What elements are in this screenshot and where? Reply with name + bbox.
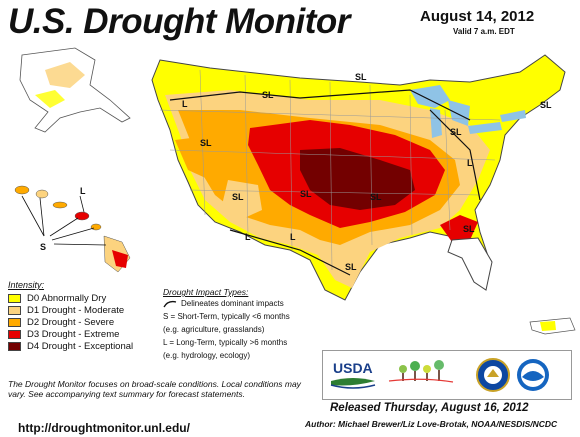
hawaii-region: S L xyxy=(14,185,131,273)
impact-types-legend: Drought Impact Types: Delineates dominan… xyxy=(163,287,323,364)
conus-region xyxy=(151,54,566,301)
map-title: U.S. Drought Monitor xyxy=(8,2,350,41)
impact-long-term: L = Long-Term, typically >6 months xyxy=(163,338,288,347)
sl-label-mt: SL xyxy=(262,90,274,100)
legend-swatch-d2 xyxy=(8,317,21,327)
l-label-az: L xyxy=(245,232,251,242)
legend-swatch-d1 xyxy=(8,305,21,315)
conditions-note: The Drought Monitor focuses on broad-sca… xyxy=(8,379,301,399)
impact-long-term-eg: (e.g. hydrology, ecology) xyxy=(163,351,251,360)
sl-label-mi: SL xyxy=(450,127,462,137)
legend-item-d3: D3 Drought - Extreme xyxy=(8,328,158,340)
legend-label-d3: D3 Drought - Extreme xyxy=(27,328,120,340)
noaa-seal-icon xyxy=(517,359,549,391)
sl-label-ks: SL xyxy=(370,192,382,202)
puerto-rico-region xyxy=(529,317,576,335)
impact-short-term: S = Short-Term, typically <6 months xyxy=(163,312,290,321)
hawaii-l-label: L xyxy=(80,186,86,196)
impact-delineates: Delineates dominant impacts xyxy=(181,299,284,308)
legend-item-d4: D4 Drought - Exceptional xyxy=(8,340,158,352)
impact-header: Drought Impact Types: xyxy=(163,287,249,297)
legend-item-d1: D1 Drought - Moderate xyxy=(8,304,158,316)
sl-label-ga: SL xyxy=(463,224,475,234)
sl-label-or: SL xyxy=(200,138,212,148)
usda-logo: USDA xyxy=(330,360,376,389)
hawaii-s-label: S xyxy=(40,242,46,252)
legend-item-d2: D2 Drought - Severe xyxy=(8,316,158,328)
legend-label-d2: D2 Drought - Severe xyxy=(27,316,115,328)
sl-label-tx: SL xyxy=(345,262,357,272)
website-link[interactable]: http://droughtmonitor.unl.edu/ xyxy=(18,421,190,435)
legend-item-d0: D0 Abnormally Dry xyxy=(8,292,158,304)
release-date: Released Thursday, August 16, 2012 xyxy=(330,402,529,414)
commerce-seal-icon xyxy=(476,358,510,392)
l-label-nm: L xyxy=(290,232,296,242)
l-label-wa: L xyxy=(182,99,188,109)
sl-label-ne: SL xyxy=(540,100,552,110)
usda-logo-text: USDA xyxy=(333,360,373,376)
legend-swatch-d4 xyxy=(8,341,21,351)
impact-short-term-eg: (e.g. agriculture, grasslands) xyxy=(163,325,265,334)
legend-header: Intensity: xyxy=(8,280,45,290)
legend-label-d4: D4 Drought - Exceptional xyxy=(27,340,134,352)
impact-line-row: Delineates dominant impacts xyxy=(163,299,323,309)
ndmc-logo xyxy=(388,360,454,383)
legend-swatch-d3 xyxy=(8,329,21,339)
impact-labels: SL SL SL SL SL SL SL SL SL SL L L L L xyxy=(182,72,552,272)
l-label-ky: L xyxy=(467,158,473,168)
alaska-region xyxy=(19,47,131,133)
valid-time: Valid 7 a.m. EDT xyxy=(453,27,515,36)
drought-map: S L xyxy=(14,47,576,335)
map-author: Author: Michael Brewer/Liz Love-Brotak, … xyxy=(305,419,558,429)
legend-swatch-d0 xyxy=(8,293,21,303)
sl-label-nd: SL xyxy=(355,72,367,82)
legend-label-d0: D0 Abnormally Dry xyxy=(27,292,107,304)
legend-label-d1: D1 Drought - Moderate xyxy=(27,304,125,316)
logos-strip: USDA xyxy=(330,358,549,392)
agency-logos: USDA xyxy=(322,350,572,400)
impact-line-icon xyxy=(163,300,177,308)
map-date: August 14, 2012 xyxy=(420,8,535,25)
sl-label-nv: SL xyxy=(232,192,244,202)
intensity-legend: Intensity: D0 Abnormally Dry D1 Drought … xyxy=(8,280,158,352)
sl-label-co: SL xyxy=(300,189,312,199)
